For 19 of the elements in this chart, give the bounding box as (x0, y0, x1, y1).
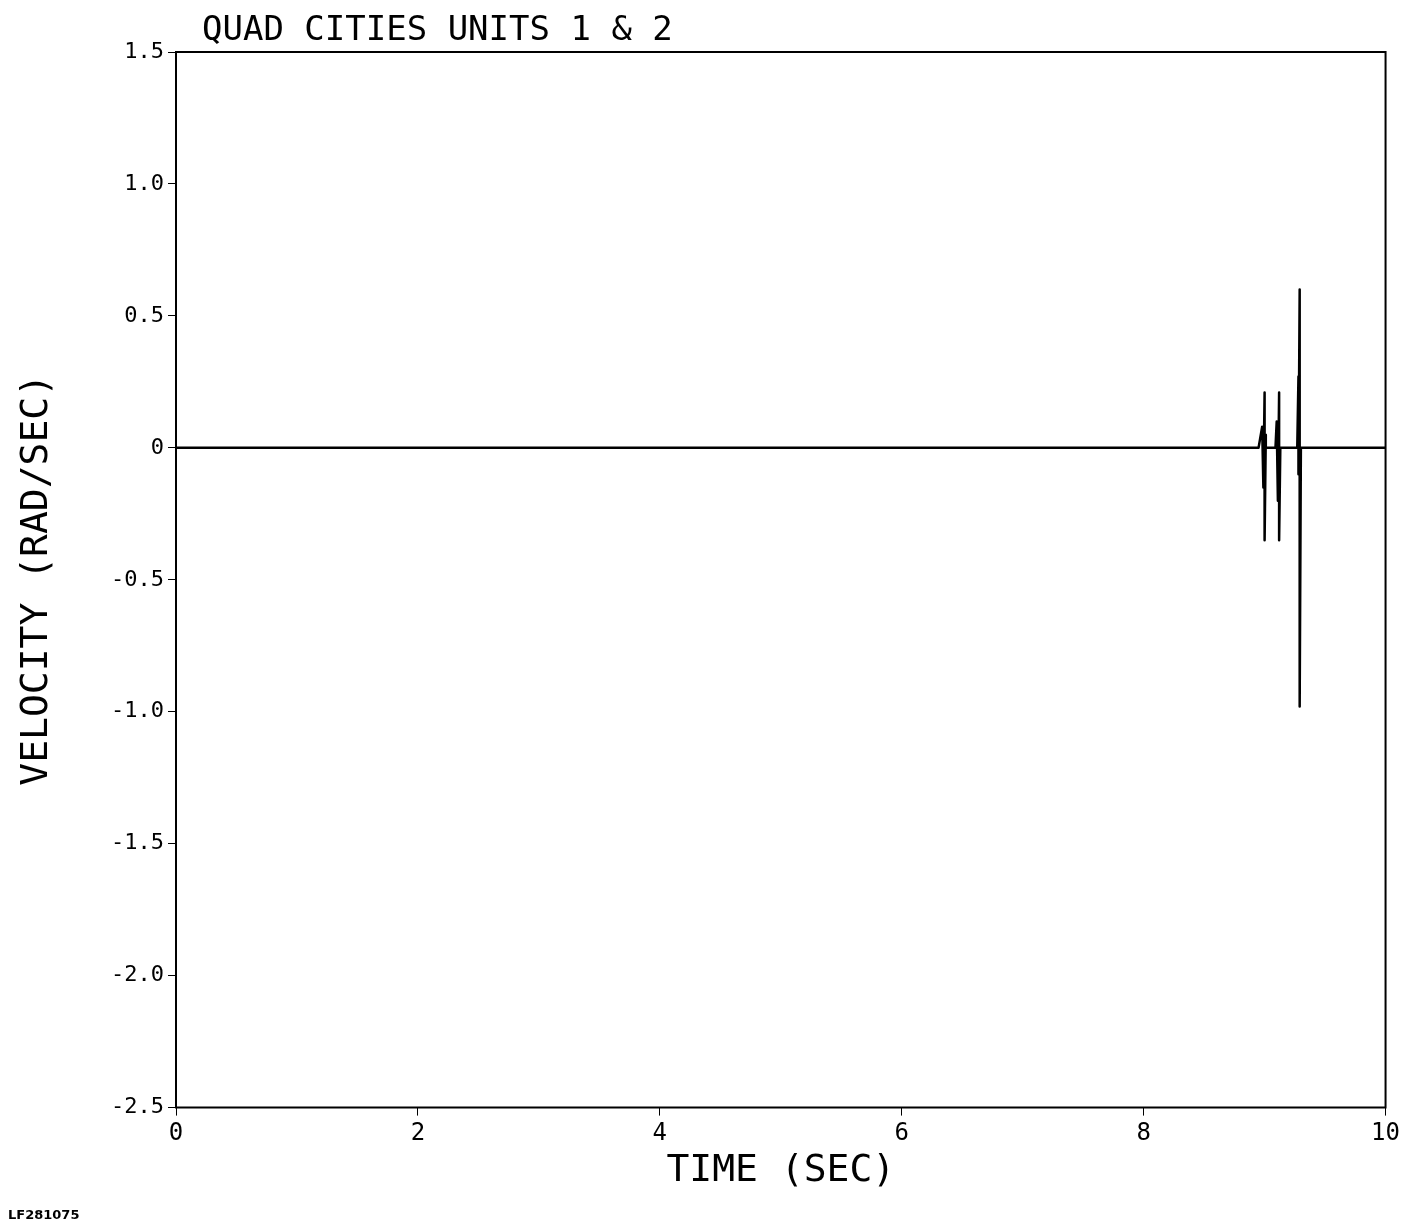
chart-title: QUAD CITIES UNITS 1 & 2 (202, 8, 673, 48)
y-tick-label: 1.0 (124, 169, 164, 195)
x-tick-label: 0 (168, 1118, 184, 1147)
x-tick-label: 8 (1136, 1118, 1151, 1147)
y-tick-label: -1.5 (111, 829, 164, 855)
x-tick-label: 4 (652, 1118, 668, 1147)
y-tick-label: -1.0 (111, 697, 164, 723)
x-tick-label: 2 (410, 1118, 426, 1147)
x-tick-label: 10 (1371, 1118, 1400, 1147)
x-axis-title: TIME (SEC) (666, 1146, 896, 1191)
y-tick-label: -2.0 (111, 961, 164, 987)
y-tick-label: 1.5 (124, 37, 164, 63)
text: LF281075 (8, 1207, 80, 1222)
y-tick-label: 0.5 (124, 301, 164, 327)
y-tick-label: 0 (150, 433, 164, 459)
y-tick-label: -0.5 (111, 565, 164, 591)
y-tick-label: -2.5 (111, 1093, 164, 1119)
y-axis-title: VELOCITY (RAD/SEC) (11, 373, 56, 786)
x-tick-label: 6 (894, 1118, 909, 1147)
